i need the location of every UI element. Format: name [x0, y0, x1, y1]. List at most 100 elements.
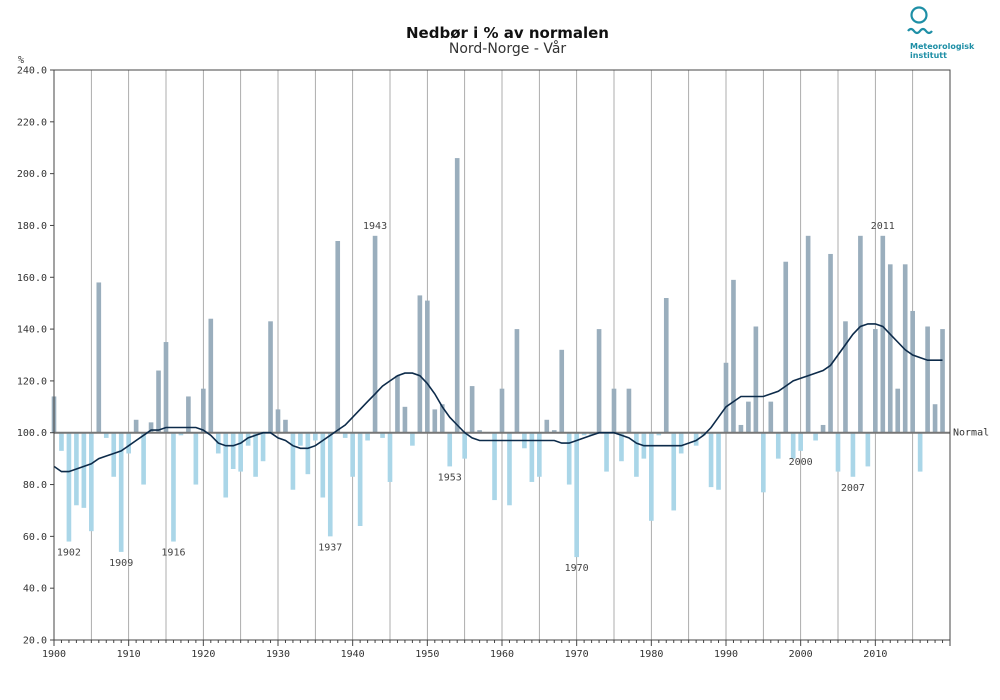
bar-1996 — [768, 401, 774, 433]
bar-1993 — [746, 401, 751, 433]
bar-2017 — [925, 326, 930, 433]
bar-1918 — [186, 396, 191, 433]
bar-1926 — [245, 432, 251, 446]
annotation-1937: 1937 — [318, 542, 342, 553]
y-axis-label: % — [18, 55, 24, 66]
bar-1927 — [253, 432, 258, 477]
bar-1983 — [671, 432, 677, 511]
x-tick-label-1910: 1910 — [117, 649, 141, 660]
x-tick-label-1940: 1940 — [341, 649, 365, 660]
bar-1928 — [260, 432, 266, 462]
logo-circle-icon — [910, 6, 928, 24]
bar-2003 — [820, 424, 826, 433]
bar-1971 — [581, 432, 587, 436]
x-tick-label-1900: 1900 — [42, 649, 66, 660]
bar-1936 — [320, 432, 326, 498]
bar-1939 — [342, 432, 348, 438]
bar-1902 — [66, 432, 72, 542]
annotation-1953: 1953 — [438, 472, 462, 483]
bar-1913 — [148, 422, 154, 433]
bar-2004 — [828, 253, 833, 433]
annotation-2007: 2007 — [841, 483, 865, 494]
bar-1988 — [708, 432, 714, 488]
bar-1964 — [529, 432, 535, 482]
y-tick-label-40.0: 40.0 — [23, 584, 47, 595]
bar-1991 — [731, 279, 736, 433]
y-tick-label-60.0: 60.0 — [23, 532, 47, 543]
bar-2012 — [887, 264, 893, 433]
bar-1959 — [492, 432, 497, 501]
bar-2008 — [858, 235, 863, 433]
bar-1978 — [634, 432, 639, 477]
bar-1911 — [133, 419, 139, 433]
annotation-1970: 1970 — [565, 563, 589, 574]
bar-1977 — [626, 388, 632, 433]
bar-1938 — [335, 241, 341, 433]
grid-layer — [90, 70, 914, 640]
smoothed-curve — [53, 323, 943, 473]
bar-1910 — [126, 432, 131, 454]
bar-1975 — [611, 388, 617, 433]
bars-layer — [51, 158, 945, 558]
bar-2015 — [910, 310, 915, 433]
y-tick-label-200.0: 200.0 — [17, 169, 47, 180]
x-tick-label-2010: 2010 — [863, 649, 887, 660]
x-tick-label-1990: 1990 — [714, 649, 738, 660]
bar-1952 — [439, 404, 445, 433]
bar-2013 — [895, 388, 901, 433]
bar-2007 — [850, 432, 856, 477]
bar-1946 — [395, 375, 400, 433]
bar-1989 — [716, 432, 721, 490]
y-tick-label-160.0: 160.0 — [17, 273, 47, 284]
bar-1916 — [171, 432, 176, 542]
axis-layer: 20.0 40.0 60.0 80.0 100.0 120.0 140.0 160.0 180.… — [17, 66, 951, 660]
bar-1937 — [327, 432, 333, 537]
bar-1909 — [118, 432, 124, 552]
annotation-1943: 1943 — [363, 221, 387, 232]
annotation-2000: 2000 — [789, 457, 813, 468]
bar-1961 — [507, 432, 512, 506]
bar-1984 — [678, 432, 684, 454]
x-tick-label-1930: 1930 — [266, 649, 290, 660]
bar-1995 — [761, 432, 766, 493]
bar-1953 — [447, 432, 453, 467]
bar-1929 — [268, 321, 273, 433]
bar-1956 — [469, 386, 475, 433]
bar-2000 — [798, 432, 803, 451]
baseline-layer: Normal — [54, 428, 989, 439]
bar-1976 — [619, 432, 624, 462]
bar-1966 — [544, 419, 550, 433]
bar-1925 — [238, 432, 243, 472]
bar-1921 — [208, 318, 214, 433]
bar-1982 — [663, 298, 669, 433]
normal-label: Normal — [953, 428, 989, 439]
bar-1954 — [454, 158, 460, 433]
y-tick-label-140.0: 140.0 — [17, 325, 47, 336]
bar-1997 — [775, 432, 781, 459]
bar-1990 — [723, 362, 729, 433]
bar-1987 — [701, 432, 706, 436]
x-tick-label-2000: 2000 — [789, 649, 813, 660]
bar-1994 — [753, 326, 759, 433]
bar-2016 — [917, 432, 923, 472]
bar-1948 — [410, 432, 415, 446]
bar-1969 — [566, 432, 572, 485]
bar-1957 — [477, 430, 482, 433]
bar-2001 — [805, 235, 811, 433]
bar-1968 — [559, 349, 565, 433]
bar-2005 — [835, 432, 841, 472]
bar-2002 — [813, 432, 818, 441]
bar-1915 — [163, 342, 169, 433]
bar-1951 — [432, 409, 438, 433]
bar-1933 — [298, 432, 303, 446]
bar-1973 — [596, 329, 602, 433]
bar-1999 — [790, 432, 796, 459]
y-tick-label-180.0: 180.0 — [17, 221, 47, 232]
bar-1917 — [178, 432, 184, 436]
annotation-layer: 1902 1909 1916 1937 1943 1953 1970 2000 2007 2011 — [57, 221, 895, 574]
bar-2011 — [880, 235, 886, 433]
bar-1934 — [305, 432, 311, 475]
bar-1945 — [387, 432, 393, 482]
bar-1920 — [201, 388, 206, 433]
